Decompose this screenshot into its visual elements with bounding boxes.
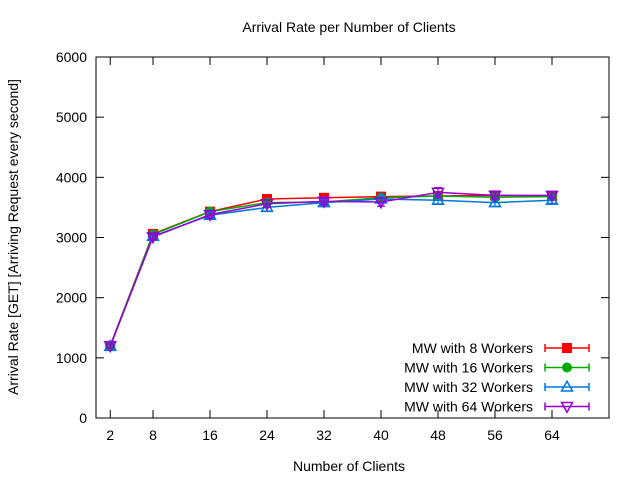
legend-entry: MW with 32 Workers (404, 379, 590, 395)
x-axis-label: Number of Clients (293, 458, 405, 474)
data-point (103, 341, 118, 354)
legend-entry: MW with 8 Workers (412, 340, 590, 356)
x-tick-label: 64 (544, 427, 560, 443)
x-tick-label: 24 (259, 427, 275, 443)
x-tick-label: 40 (373, 427, 389, 443)
y-tick-label: 5000 (56, 109, 87, 125)
data-point (431, 192, 445, 205)
y-axis-label: Arrival Rate [GET] [Arriving Request eve… (5, 79, 21, 395)
y-tick-label: 0 (79, 410, 87, 426)
y-tick-label: 2000 (56, 290, 87, 306)
data-point (545, 192, 559, 205)
legend-entry: MW with 64 Workers (404, 399, 590, 415)
data-point (146, 232, 160, 245)
legend-marker (562, 343, 572, 353)
legend-label: MW with 16 Workers (404, 360, 533, 376)
legend-marker (562, 362, 572, 373)
chart-title: Arrival Rate per Number of Clients (242, 19, 455, 35)
legend-label: MW with 64 Workers (404, 399, 533, 415)
data-point (374, 197, 388, 210)
data-point (203, 209, 217, 222)
x-tick-label: 56 (487, 427, 503, 443)
axes: 0 1000 2000 3000 4000 5000 6000 2 8 16 24 32 40 48 56 6… (56, 49, 610, 443)
data-point (431, 187, 445, 200)
legend-marker (560, 379, 574, 392)
x-tick-label: 16 (202, 427, 218, 443)
y-tick-label: 6000 (56, 49, 87, 65)
x-tick-label: 48 (430, 427, 446, 443)
data-point (488, 190, 502, 203)
legend: MW with 8 Workers MW with 16 Workers MW wi… (404, 340, 590, 415)
x-tick-label: 32 (316, 427, 332, 443)
legend-marker (560, 401, 574, 414)
series-4 (103, 186, 559, 354)
legend-entry: MW with 16 Workers (404, 360, 590, 376)
data-point (488, 195, 502, 208)
y-tick-label: 1000 (56, 350, 87, 366)
legend-label: MW with 8 Workers (412, 340, 533, 356)
series-layer (103, 186, 559, 354)
y-tick-label: 3000 (56, 230, 87, 246)
data-point (545, 190, 559, 203)
data-point (317, 196, 331, 209)
x-tick-label: 8 (149, 427, 157, 443)
x-tick-label: 2 (106, 427, 114, 443)
data-point (260, 200, 274, 213)
legend-label: MW with 32 Workers (404, 379, 533, 395)
y-tick-label: 4000 (56, 169, 87, 185)
data-point (260, 199, 274, 212)
